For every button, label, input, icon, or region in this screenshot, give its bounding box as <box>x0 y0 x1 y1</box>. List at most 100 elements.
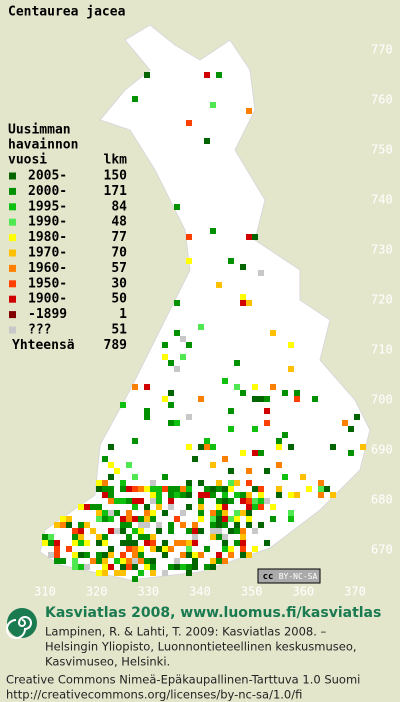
record-square <box>234 360 240 366</box>
record-square <box>60 558 66 564</box>
record-square <box>246 510 252 516</box>
record-square <box>270 384 276 390</box>
record-square <box>174 564 180 570</box>
record-square <box>240 510 246 516</box>
record-square <box>186 492 192 498</box>
record-square <box>246 468 252 474</box>
record-square <box>144 486 150 492</box>
record-square <box>210 522 216 528</box>
record-square <box>210 534 216 540</box>
record-square <box>60 522 66 528</box>
record-square <box>180 336 186 342</box>
record-square <box>192 540 198 546</box>
record-square <box>264 468 270 474</box>
record-square <box>78 540 84 546</box>
record-square <box>84 522 90 528</box>
records <box>42 72 366 582</box>
record-square <box>180 522 186 528</box>
record-square <box>126 546 132 552</box>
record-square <box>216 528 222 534</box>
record-square <box>150 546 156 552</box>
legend-swatch <box>9 249 16 257</box>
record-square <box>78 534 84 540</box>
record-square <box>222 378 228 384</box>
record-square <box>120 570 126 576</box>
record-square <box>186 540 192 546</box>
legend-swatch <box>9 280 16 288</box>
record-square <box>348 426 354 432</box>
record-square <box>198 480 204 486</box>
record-square <box>144 534 150 540</box>
x-grid-label: 360 <box>292 585 314 599</box>
record-square <box>228 480 234 486</box>
record-square <box>228 426 234 432</box>
record-square <box>150 540 156 546</box>
record-square <box>198 528 204 534</box>
record-square <box>228 516 234 522</box>
record-square <box>156 522 162 528</box>
record-square <box>240 450 246 456</box>
legend-label: 1950- <box>28 276 67 291</box>
record-square <box>318 486 324 492</box>
record-square <box>126 486 132 492</box>
record-square <box>132 504 138 510</box>
record-square <box>132 552 138 558</box>
legend-count: 30 <box>111 276 127 291</box>
record-square <box>270 330 276 336</box>
record-square <box>330 492 336 498</box>
record-square <box>258 450 264 456</box>
record-square <box>198 504 204 510</box>
record-square <box>120 486 126 492</box>
record-square <box>216 282 222 288</box>
record-square <box>42 540 48 546</box>
record-square <box>246 300 252 306</box>
record-square <box>150 498 156 504</box>
record-square <box>168 420 174 426</box>
record-square <box>126 534 132 540</box>
record-square <box>216 558 222 564</box>
record-square <box>126 516 132 522</box>
record-square <box>216 72 222 78</box>
x-grid-label: 350 <box>241 585 263 599</box>
record-square <box>198 510 204 516</box>
record-square <box>120 522 126 528</box>
record-square <box>240 390 246 396</box>
record-square <box>246 234 252 240</box>
record-square <box>204 564 210 570</box>
record-square <box>150 480 156 486</box>
record-square <box>210 564 216 570</box>
record-square <box>258 396 264 402</box>
record-square <box>180 552 186 558</box>
legend-label: 1980- <box>28 230 67 245</box>
record-square <box>234 516 240 522</box>
record-square <box>108 510 114 516</box>
y-grid-label: 680 <box>371 493 393 507</box>
record-square <box>144 510 150 516</box>
record-square <box>126 540 132 546</box>
record-square <box>108 528 114 534</box>
record-square <box>96 486 102 492</box>
legend-count: 150 <box>104 169 128 184</box>
record-square <box>306 486 312 492</box>
record-square <box>318 480 324 486</box>
record-square <box>204 486 210 492</box>
record-square <box>126 558 132 564</box>
record-square <box>216 534 222 540</box>
record-square <box>132 576 138 582</box>
legend-count: 70 <box>111 246 127 261</box>
record-square <box>156 546 162 552</box>
legend-count: 50 <box>111 292 127 307</box>
record-square <box>276 438 282 444</box>
x-grid-label: 330 <box>137 585 159 599</box>
record-square <box>282 390 288 396</box>
record-square <box>312 396 318 402</box>
record-square <box>138 546 144 552</box>
credit-line: Lampinen, R. & Lahti, T. 2009: Kasviatla… <box>45 625 327 639</box>
x-grid-label: 370 <box>344 585 366 599</box>
record-square <box>108 492 114 498</box>
record-square <box>132 438 138 444</box>
record-square <box>264 396 270 402</box>
record-square <box>150 492 156 498</box>
record-square <box>234 492 240 498</box>
record-square <box>96 480 102 486</box>
